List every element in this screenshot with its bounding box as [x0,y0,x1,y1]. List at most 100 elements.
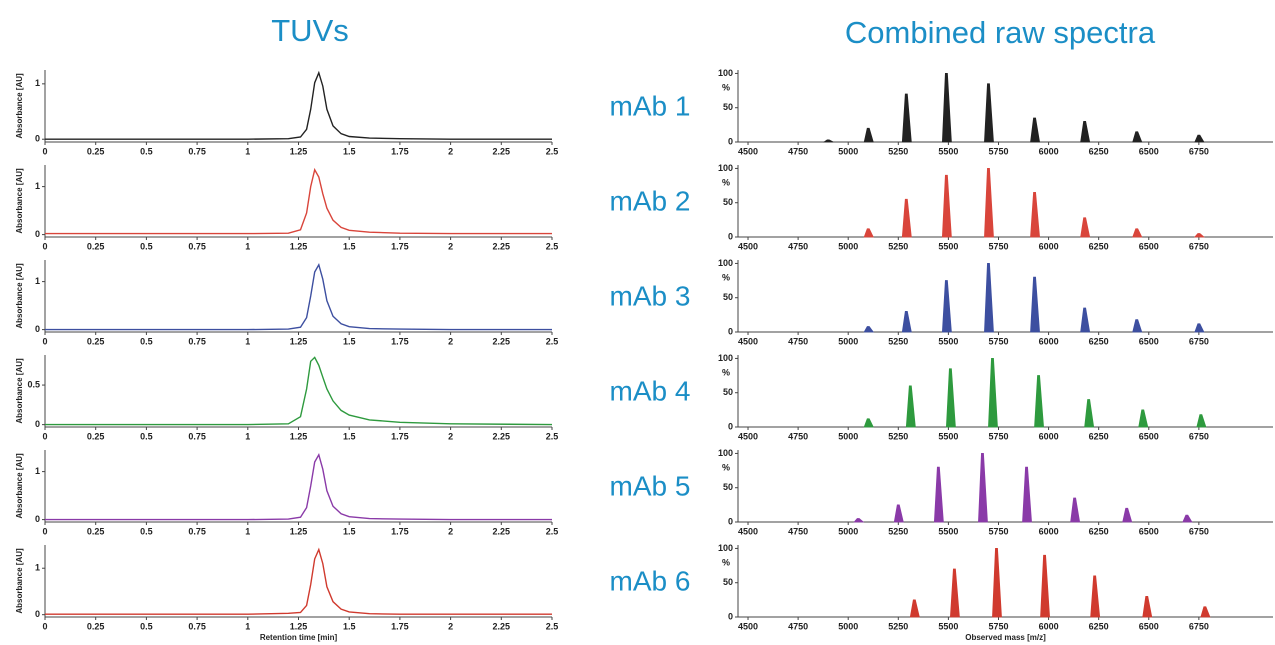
x-tick-label: 1.75 [391,241,409,251]
y-tick-label: 0 [728,326,733,336]
x-tick-label: 0.5 [140,526,153,536]
peak [1022,466,1032,523]
peak [1200,606,1211,618]
peak [1030,117,1041,143]
peak [941,73,952,143]
x-tick-label: 1 [245,336,250,346]
x-tick-label: 6250 [1089,526,1109,536]
x-tick-label: 2.25 [493,336,511,346]
peak [949,568,960,618]
sample-label: mAb 2 [610,185,691,216]
peak [1132,319,1143,333]
x-tick-label: 6500 [1139,526,1159,536]
x-tick-label: 6750 [1189,526,1209,536]
x-tick-label: 4500 [738,431,758,441]
x-tick-label: 0.75 [188,431,206,441]
peak [1193,233,1205,238]
x-tick-label: 5000 [838,146,858,156]
peak [1080,121,1091,143]
peak [945,368,956,428]
y-tick-label: 1 [35,181,40,191]
y-axis-label: % [722,367,730,377]
x-tick-label: 5750 [988,241,1008,251]
panel-title: TUVs [271,13,349,48]
y-tick-label: 50 [723,102,733,112]
peak [1040,554,1050,618]
peak [984,83,994,143]
sample-label: mAb 6 [610,565,691,596]
x-tick-label: 5500 [938,336,958,346]
peak [905,385,916,428]
x-tick-label: 6750 [1189,621,1209,631]
x-tick-label: 1 [245,526,250,536]
peak [1182,514,1193,523]
x-tick-label: 0.25 [87,336,105,346]
trace [45,547,552,615]
x-axis-label: Observed mass [m/z] [965,633,1046,642]
x-tick-label: 6000 [1039,146,1059,156]
y-tick-label: 1 [35,78,40,88]
y-axis-label: % [722,462,730,472]
x-tick-label: 4750 [788,241,808,251]
x-tick-label: 4750 [788,431,808,441]
x-tick-label: 0.5 [140,336,153,346]
x-tick-label: 5250 [888,621,908,631]
x-tick-label: 0.75 [188,526,206,536]
x-tick-label: 5250 [888,241,908,251]
peak [901,198,912,238]
x-tick-label: 6250 [1089,336,1109,346]
x-tick-label: 1 [245,146,250,156]
trace [45,356,553,426]
peak [941,174,952,238]
x-tick-label: 2 [448,146,453,156]
x-tick-label: 6000 [1039,336,1059,346]
x-tick-label: 0 [42,621,47,631]
x-tick-label: 2 [448,336,453,346]
x-tick-label: 6500 [1139,431,1159,441]
peak [822,139,834,143]
peak [988,358,998,428]
peak [1196,414,1207,428]
x-tick-label: 0.5 [140,621,153,631]
y-tick-label: 100 [718,163,733,173]
x-tick-label: 1.5 [343,621,356,631]
y-tick-label: 0 [728,136,733,146]
x-tick-label: 6750 [1189,336,1209,346]
x-tick-label: 0 [42,431,47,441]
x-tick-label: 5000 [838,621,858,631]
y-tick-label: 50 [723,292,733,302]
peak [1090,575,1101,618]
y-tick-label: 0 [35,514,40,524]
x-tick-label: 6000 [1039,526,1059,536]
x-tick-label: 5000 [838,241,858,251]
y-tick-label: 0.5 [27,379,40,389]
peak [1030,192,1040,238]
peak [1142,596,1153,618]
x-tick-label: 0.5 [140,431,153,441]
peak [1034,375,1044,428]
peak [1132,228,1143,238]
x-tick-label: 6500 [1139,621,1159,631]
x-tick-label: 1.5 [343,431,356,441]
x-tick-label: 2.25 [493,621,511,631]
x-tick-label: 5250 [888,431,908,441]
x-tick-label: 0 [42,526,47,536]
peak [978,453,988,523]
x-tick-label: 0.5 [140,146,153,156]
x-tick-label: 5750 [988,336,1008,346]
x-tick-label: 1 [245,241,250,251]
x-tick-label: 2.25 [493,526,511,536]
x-tick-label: 5500 [938,621,958,631]
x-tick-label: 6000 [1039,431,1059,441]
peak [992,548,1002,618]
x-tick-label: 6500 [1139,336,1159,346]
x-tick-label: 1.5 [343,241,356,251]
y-tick-label: 0 [35,324,40,334]
x-tick-label: 0.75 [188,621,206,631]
peak [863,228,874,238]
y-tick-label: 0 [728,231,733,241]
x-tick-label: 6000 [1039,241,1059,251]
y-axis-label: Absorbance [AU] [15,453,24,519]
x-tick-label: 6250 [1089,431,1109,441]
x-tick-label: 6750 [1189,431,1209,441]
